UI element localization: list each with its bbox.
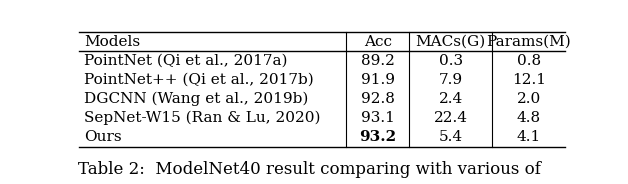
Text: 2.4: 2.4 — [439, 92, 463, 106]
Text: 4.1: 4.1 — [517, 130, 541, 144]
Text: PointNet++ (Qi et al., 2017b): PointNet++ (Qi et al., 2017b) — [84, 73, 314, 87]
Text: Models: Models — [84, 35, 141, 49]
Text: 12.1: 12.1 — [512, 73, 546, 87]
Text: DGCNN (Wang et al., 2019b): DGCNN (Wang et al., 2019b) — [84, 92, 309, 106]
Text: SepNet-W15 (Ran & Lu, 2020): SepNet-W15 (Ran & Lu, 2020) — [84, 111, 321, 125]
Text: 93.2: 93.2 — [359, 130, 396, 144]
Text: 4.8: 4.8 — [517, 111, 541, 125]
Text: 93.1: 93.1 — [361, 111, 395, 125]
Text: 92.8: 92.8 — [361, 92, 395, 106]
Text: 22.4: 22.4 — [434, 111, 468, 125]
Text: MACs(G): MACs(G) — [416, 35, 486, 49]
Text: Acc: Acc — [364, 35, 392, 49]
Text: 7.9: 7.9 — [439, 73, 463, 87]
Text: 0.3: 0.3 — [439, 54, 463, 68]
Text: Table 2:  ModelNet40 result comparing with various of: Table 2: ModelNet40 result comparing wit… — [78, 161, 541, 178]
Text: 89.2: 89.2 — [361, 54, 395, 68]
Text: 91.9: 91.9 — [361, 73, 395, 87]
Text: 2.0: 2.0 — [517, 92, 541, 106]
Text: Ours: Ours — [84, 130, 122, 144]
Text: 0.8: 0.8 — [517, 54, 541, 68]
Text: Params(M): Params(M) — [486, 35, 571, 49]
Text: PointNet (Qi et al., 2017a): PointNet (Qi et al., 2017a) — [84, 54, 288, 68]
Text: 5.4: 5.4 — [439, 130, 463, 144]
